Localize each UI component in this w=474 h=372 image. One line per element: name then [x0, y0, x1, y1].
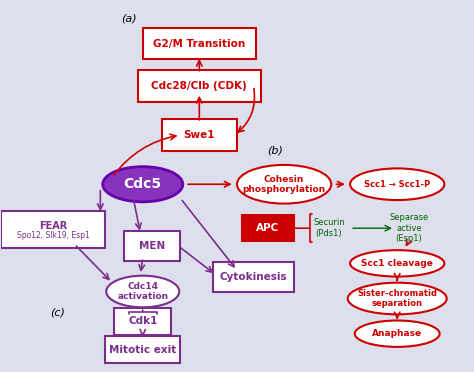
Text: MEN: MEN	[139, 241, 165, 251]
Text: G2/M Transition: G2/M Transition	[153, 39, 246, 49]
Text: Cdc28/Clb (CDK): Cdc28/Clb (CDK)	[151, 81, 247, 91]
Text: Cohesin
phosphorylation: Cohesin phosphorylation	[243, 174, 326, 194]
Ellipse shape	[237, 165, 331, 203]
FancyBboxPatch shape	[138, 70, 261, 102]
Text: Sister-chromatid
separation: Sister-chromatid separation	[357, 289, 437, 308]
Text: Cdc14
activation: Cdc14 activation	[117, 282, 168, 301]
FancyBboxPatch shape	[124, 231, 181, 261]
Text: Separase
active
(Esp1): Separase active (Esp1)	[389, 213, 428, 243]
Text: (c): (c)	[51, 308, 65, 318]
FancyBboxPatch shape	[242, 215, 293, 241]
Text: FEAR: FEAR	[39, 221, 67, 231]
Text: Scc1 cleavage: Scc1 cleavage	[361, 259, 433, 268]
Text: Anaphase: Anaphase	[372, 329, 422, 338]
Text: Swe1: Swe1	[183, 130, 215, 140]
FancyBboxPatch shape	[115, 308, 171, 334]
Text: (b): (b)	[267, 146, 283, 156]
Ellipse shape	[350, 250, 444, 276]
Ellipse shape	[350, 169, 444, 200]
Text: Cdc5: Cdc5	[124, 177, 162, 191]
Ellipse shape	[348, 283, 447, 314]
Text: Mitotic exit: Mitotic exit	[109, 344, 176, 355]
Text: Cdk1: Cdk1	[128, 316, 157, 326]
FancyBboxPatch shape	[162, 119, 237, 151]
FancyBboxPatch shape	[213, 263, 293, 292]
Ellipse shape	[106, 276, 179, 307]
Text: Cytokinesis: Cytokinesis	[219, 272, 287, 282]
Ellipse shape	[103, 167, 183, 202]
Text: (a): (a)	[121, 14, 137, 24]
FancyBboxPatch shape	[105, 336, 181, 363]
Text: Spo12, Slk19, Esp1: Spo12, Slk19, Esp1	[17, 231, 90, 240]
Ellipse shape	[355, 321, 439, 347]
Text: Securin
(Pds1): Securin (Pds1)	[313, 218, 345, 238]
Text: Scc1 → Scc1-P: Scc1 → Scc1-P	[364, 180, 430, 189]
Text: APC: APC	[256, 223, 279, 233]
FancyBboxPatch shape	[1, 212, 105, 248]
FancyBboxPatch shape	[143, 28, 256, 60]
